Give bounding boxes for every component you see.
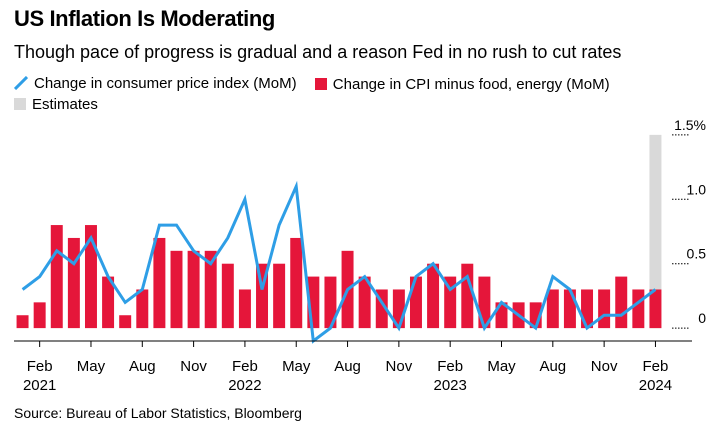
legend-swatch-line-icon: [14, 76, 28, 90]
bar-core-cpi: [409, 276, 422, 329]
bar-core-cpi: [461, 263, 474, 329]
x-tick-label: May: [282, 358, 311, 375]
bar-core-cpi: [427, 263, 440, 329]
bar-core-cpi: [546, 289, 559, 329]
x-tick-year-label: 2023: [433, 377, 466, 394]
x-tick-year-label: 2021: [23, 377, 56, 394]
bar-core-cpi: [84, 225, 97, 329]
x-tick-year-label: 2022: [228, 377, 261, 394]
bar-core-cpi: [495, 302, 508, 329]
bar-core-cpi: [187, 250, 200, 329]
bar-core-cpi: [238, 289, 251, 329]
legend-label-estimates: Estimates: [32, 95, 98, 113]
bar-core-cpi: [324, 276, 337, 329]
bar-core-cpi: [581, 289, 594, 329]
bar-core-cpi: [358, 276, 371, 329]
bar-core-cpi: [598, 289, 611, 329]
chart-title: US Inflation Is Moderating: [14, 6, 275, 31]
bar-core-cpi: [563, 289, 576, 329]
bar-core-cpi: [290, 237, 303, 329]
x-tick-label: Nov: [180, 358, 207, 375]
x-tick-label: Nov: [386, 358, 413, 375]
line-cpi: [21, 180, 657, 344]
legend-item-cpi: Change in consumer price index (MoM): [14, 73, 297, 93]
x-tick-label: May: [77, 358, 106, 375]
bar-core-cpi: [153, 237, 166, 329]
bar-core-cpi: [16, 315, 29, 329]
bar-core-cpi: [67, 237, 80, 329]
legend-label-core-cpi: Change in CPI minus food, energy (MoM): [332, 75, 610, 93]
bar-core-cpi: [392, 289, 405, 329]
y-tick-label: 1.0: [687, 181, 707, 197]
bar-core-cpi: [273, 263, 286, 329]
legend-item-estimates: Estimates: [14, 94, 98, 114]
bar-core-cpi: [33, 302, 46, 329]
x-tick-label: Aug: [129, 358, 156, 375]
y-tick-label: 0: [698, 310, 706, 326]
bar-core-cpi: [221, 263, 234, 329]
bar-core-cpi: [307, 276, 320, 329]
legend-item-core-cpi: Change in CPI minus food, energy (MoM): [314, 74, 610, 94]
y-tick-label: 0.5: [687, 246, 707, 262]
x-tick-label: Aug: [539, 358, 566, 375]
legend-label-cpi: Change in consumer price index (MoM): [34, 74, 297, 92]
bar-core-cpi: [632, 289, 645, 329]
legend-swatch-estimate-icon: [14, 98, 26, 110]
bar-core-cpi: [204, 250, 217, 329]
bar-core-cpi: [649, 289, 662, 329]
bar-core-cpi: [119, 315, 132, 329]
bar-core-cpi: [375, 289, 388, 329]
bar-core-cpi: [170, 250, 183, 329]
x-tick-label: Aug: [334, 358, 361, 375]
x-tick-label: Feb: [232, 358, 258, 375]
bar-core-cpi: [478, 276, 491, 329]
legend-swatch-bar-icon: [314, 78, 327, 90]
bar-core-cpi: [256, 263, 269, 329]
x-tick-year-label: 2024: [639, 377, 672, 394]
estimate-bar: [649, 134, 662, 329]
bar-core-cpi: [444, 276, 457, 329]
bar-core-cpi: [50, 225, 63, 329]
x-tick-label: Nov: [591, 358, 618, 375]
x-tick-label: Feb: [437, 358, 463, 375]
x-tick-label: May: [487, 358, 516, 375]
chart-legend: Change in consumer price index (MoM) Cha…: [14, 73, 704, 114]
bar-core-cpi: [529, 302, 542, 329]
x-tick-label: Feb: [643, 358, 669, 375]
chart-source: Source: Bureau of Labor Statistics, Bloo…: [14, 405, 302, 421]
bar-core-cpi: [615, 276, 628, 329]
x-tick-label: Feb: [27, 358, 53, 375]
y-tick-label: 1.5%: [674, 117, 706, 133]
bar-core-cpi: [102, 276, 115, 329]
bar-core-cpi: [136, 289, 149, 329]
chart-subtitle: Though pace of progress is gradual and a…: [14, 42, 622, 62]
